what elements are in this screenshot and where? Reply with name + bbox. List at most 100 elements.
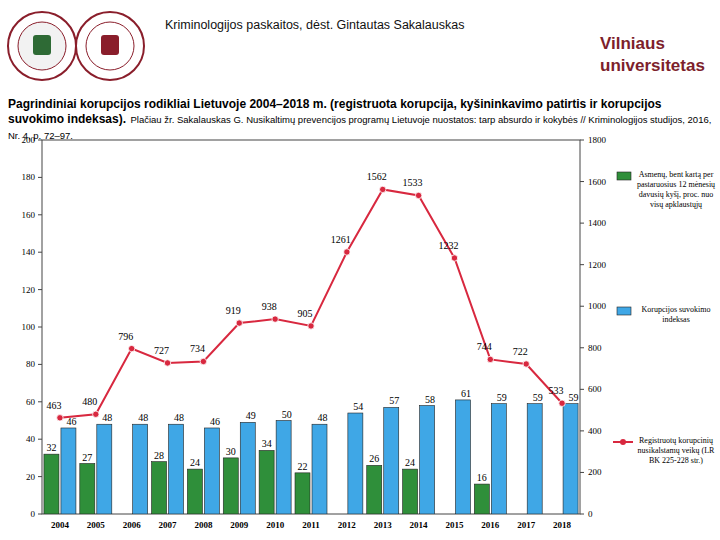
y2-tick-label: 1200: [588, 260, 607, 270]
bar: [295, 473, 310, 514]
marker: [57, 415, 63, 421]
data-label: 49: [246, 410, 256, 421]
x-tick-label: 2017: [517, 520, 536, 530]
title-block: Pagrindiniai korupcijos rodikliai Lietuv…: [8, 96, 714, 143]
plot-frame: [42, 140, 580, 514]
data-label: 32: [46, 442, 56, 453]
data-label: 533: [549, 385, 564, 396]
y-tick-label: 0: [31, 509, 36, 519]
data-label: 938: [262, 301, 277, 312]
tick: [38, 252, 42, 253]
data-label: 54: [353, 401, 363, 412]
data-label: 744: [477, 341, 492, 352]
y-tick-label: 60: [26, 397, 36, 407]
data-label: 30: [226, 446, 236, 457]
y2-tick-label: 0: [588, 509, 593, 519]
data-label: 57: [389, 395, 399, 406]
marker: [236, 320, 242, 326]
data-label: 34: [262, 438, 272, 449]
y-tick-label: 140: [22, 247, 36, 257]
data-label: 480: [82, 396, 97, 407]
tick: [580, 264, 584, 265]
bar: [455, 400, 470, 514]
tick: [38, 177, 42, 178]
x-tick-label: 2013: [374, 520, 393, 530]
bar: [187, 469, 202, 514]
marker: [308, 323, 314, 329]
tick: [38, 289, 42, 290]
line: [60, 189, 562, 417]
data-label: 22: [298, 461, 308, 472]
seal: [76, 12, 144, 80]
data-label: 1261: [331, 234, 351, 245]
bar: [169, 424, 184, 514]
marker: [344, 249, 350, 255]
data-label: 27: [82, 452, 92, 463]
tick: [580, 472, 584, 473]
marker: [164, 360, 170, 366]
data-label: 59: [569, 392, 579, 403]
y2-tick-label: 800: [588, 343, 602, 353]
x-tick-label: 2014: [410, 520, 429, 530]
bar: [491, 404, 506, 514]
legend-swatch: [617, 172, 631, 180]
x-tick-label: 2004: [51, 520, 70, 530]
tick: [580, 306, 584, 307]
bar: [312, 424, 327, 514]
legend-key: [617, 172, 631, 180]
marker: [487, 356, 493, 362]
data-label: 48: [174, 412, 184, 423]
x-tick-label: 2009: [230, 520, 249, 530]
seal-inner: [86, 22, 134, 70]
marker: [128, 345, 134, 351]
data-label: 46: [66, 416, 76, 427]
bar: [474, 484, 489, 514]
bar: [420, 406, 435, 514]
bar: [223, 458, 238, 514]
marks: [44, 186, 578, 514]
tick: [38, 401, 42, 402]
seal-shield: [101, 35, 119, 55]
legend-key: [617, 307, 631, 315]
logo-text: universitetas: [600, 56, 705, 76]
x-tick-label: 2016: [481, 520, 500, 530]
data-label: 48: [138, 412, 148, 423]
tick: [38, 214, 42, 215]
tick: [38, 476, 42, 477]
legend-label: Asmenų, bent kartą per pastaruosius 12 m…: [636, 170, 716, 210]
tick: [38, 514, 42, 515]
y2-tick-label: 1800: [588, 135, 607, 145]
data-label: 1533: [403, 177, 423, 188]
marker: [93, 411, 99, 417]
tick: [580, 181, 584, 182]
data-label: 463: [46, 400, 61, 411]
tick: [38, 140, 42, 141]
y2-tick-label: 400: [588, 426, 602, 436]
data-label: 1562: [367, 171, 387, 182]
bar: [384, 407, 399, 514]
tick: [580, 430, 584, 431]
y2-tick-label: 600: [588, 384, 602, 394]
bar: [367, 465, 382, 514]
bar: [348, 413, 363, 514]
tick: [38, 327, 42, 328]
chart: 0204060801001201401601802000200400600800…: [0, 0, 720, 540]
data-label: 734: [190, 343, 205, 354]
y-tick-label: 100: [22, 322, 36, 332]
data-label: 1232: [438, 240, 458, 251]
marker: [451, 255, 457, 261]
header: Kriminologijos paskaitos, dėst. Gintauta…: [165, 18, 464, 32]
tick: [38, 439, 42, 440]
data-label: 48: [318, 412, 328, 423]
y2-tick-label: 1000: [588, 301, 607, 311]
y2-tick-label: 1400: [588, 218, 607, 228]
x-tick-label: 2011: [302, 520, 320, 530]
tick: [38, 364, 42, 365]
bar: [204, 428, 219, 514]
bar: [61, 428, 76, 514]
bar: [563, 404, 578, 514]
data-label: 46: [210, 416, 220, 427]
seal: [8, 12, 76, 80]
bar: [240, 422, 255, 514]
legend-swatch: [620, 439, 626, 445]
